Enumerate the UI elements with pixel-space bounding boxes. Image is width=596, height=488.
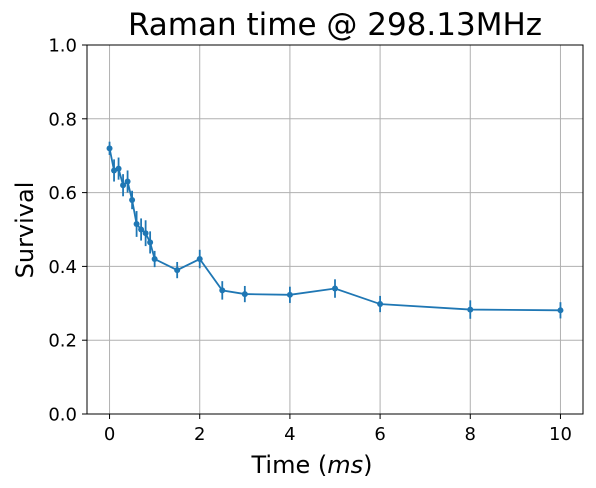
y-axis-label: Survival (11, 182, 39, 279)
data-point (120, 182, 127, 189)
y-tick-label: 0.0 (48, 405, 77, 426)
data-point (241, 291, 248, 298)
data-point (332, 285, 338, 292)
data-point (124, 178, 131, 185)
series-layer (106, 141, 564, 319)
y-tick-label: 0.2 (48, 331, 77, 352)
x-tick-label: 8 (465, 424, 476, 445)
tick-layer: 0 2 4 6 8 10 0.0 0.2 0.4 0.6 0.8 1.0 (48, 36, 572, 446)
x-tick-label: 4 (284, 424, 295, 445)
data-point (138, 226, 145, 233)
x-axis-label-prefix: Time ( (251, 451, 328, 479)
data-point (151, 256, 158, 263)
y-tick-label: 0.6 (48, 183, 77, 204)
x-tick-label: 6 (374, 424, 385, 445)
chart-title: Raman time @ 298.13MHz (128, 7, 542, 43)
data-point (115, 165, 122, 172)
data-point (142, 230, 149, 237)
plot-frame (86, 44, 584, 415)
x-axis-label-unit: ms (327, 451, 363, 479)
x-axis-label-suffix: ) (363, 451, 372, 479)
data-point (106, 145, 113, 152)
data-point (133, 220, 140, 227)
grid-layer (87, 44, 583, 415)
data-point (196, 256, 203, 263)
data-point (219, 287, 226, 294)
x-tick-label: 10 (549, 424, 572, 445)
x-tick-label: 0 (104, 424, 115, 445)
x-axis-label: Time (ms) (251, 451, 373, 479)
data-point (147, 239, 154, 246)
data-point (174, 267, 181, 274)
data-point (111, 167, 118, 174)
y-tick-label: 0.4 (48, 257, 77, 278)
data-point (557, 307, 564, 314)
data-point (286, 291, 293, 298)
data-point (467, 306, 474, 313)
data-point (377, 301, 384, 308)
data-point (129, 196, 136, 203)
y-tick-label: 1.0 (48, 36, 77, 57)
x-tick-label: 2 (194, 424, 205, 445)
y-tick-label: 0.8 (48, 109, 77, 130)
